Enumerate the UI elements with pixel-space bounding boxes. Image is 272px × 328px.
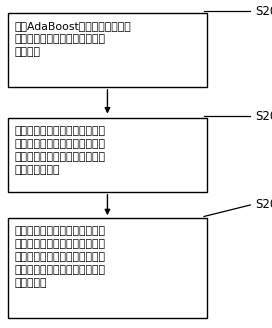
Text: 当检测到摄像头所采集的待拍摄
图像中存在人脸，则通过一弹出
菜单提示是否切换到以人脸拍摄
为主的肖像模式: 当检测到摄像头所采集的待拍摄 图像中存在人脸，则通过一弹出 菜单提示是否切换到以… bbox=[15, 126, 106, 175]
FancyBboxPatch shape bbox=[8, 218, 207, 318]
Text: 当接收用户操作指令选择切换，
则将拍照模式切换到以人脸拍摄
为主的肖像模式；若用户选择不
切换，则移动终端的拍照模式为
原拍照模式: 当接收用户操作指令选择切换， 则将拍照模式切换到以人脸拍摄 为主的肖像模式；若用… bbox=[15, 226, 106, 288]
FancyBboxPatch shape bbox=[8, 118, 207, 192]
Text: S203: S203 bbox=[256, 198, 272, 212]
Text: S202: S202 bbox=[256, 110, 272, 123]
Text: 采用AdaBoost人脸检测技术，检
测所获取的待拍摄图像中是否存
在人脸；: 采用AdaBoost人脸检测技术，检 测所获取的待拍摄图像中是否存 在人脸； bbox=[15, 21, 132, 57]
FancyBboxPatch shape bbox=[8, 13, 207, 87]
Text: S201: S201 bbox=[256, 5, 272, 18]
